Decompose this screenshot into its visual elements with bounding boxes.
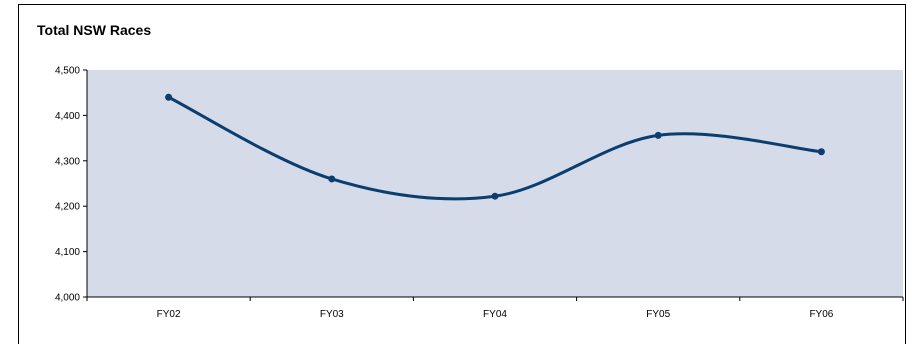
y-tick-label: 4,500: [55, 66, 80, 77]
y-tick-label: 4,400: [55, 111, 80, 122]
data-point-fy06: [817, 148, 825, 156]
y-tick-label: 4,100: [55, 247, 80, 258]
chart-title: Total NSW Races: [37, 22, 152, 38]
y-tick-label: 4,200: [55, 202, 80, 213]
data-point-fy05: [654, 131, 662, 139]
data-point-fy02: [165, 93, 173, 101]
y-axis: 4,000 4,100 4,200 4,300 4,400 4,500: [55, 66, 88, 304]
y-tick-label: 4,000: [55, 293, 80, 304]
y-tick-label: 4,300: [55, 156, 80, 167]
x-tick-label: FY06: [809, 309, 833, 320]
plot-area: [87, 70, 903, 297]
data-point-fy03: [328, 175, 336, 183]
data-point-fy04: [491, 192, 499, 200]
x-tick-label: FY05: [646, 309, 670, 320]
x-axis: FY02 FY03 FY04 FY05 FY06: [86, 296, 904, 320]
x-tick-label: FY02: [157, 309, 181, 320]
x-tick-label: FY03: [320, 309, 344, 320]
data-points: [165, 93, 825, 200]
x-tick-label: FY04: [483, 309, 507, 320]
